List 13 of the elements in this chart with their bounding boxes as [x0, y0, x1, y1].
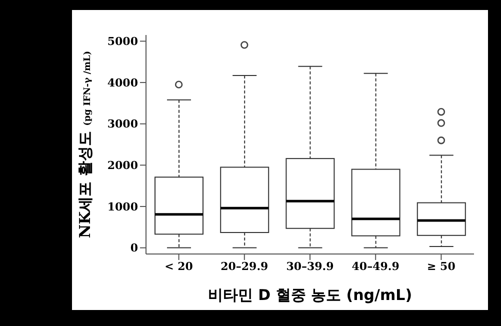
- y-tick-label: 5000: [107, 35, 138, 48]
- x-tick-label: 30–39.9: [286, 260, 334, 273]
- y-axis-title: NK세포 활성도 (pg IFN-γ /mL): [76, 50, 94, 238]
- x-tick-label: ≥ 50: [427, 260, 456, 273]
- x-tick-label: 40–49.9: [352, 260, 400, 273]
- x-axis-title: 비타민 D 혈중 농도 (ng/mL): [208, 286, 412, 304]
- y-tick-label: 0: [130, 242, 138, 255]
- y-tick-label: 3000: [107, 118, 138, 131]
- x-tick-label: 20–29.9: [220, 260, 268, 273]
- y-tick-label: 1000: [107, 200, 138, 214]
- x-tick-label: < 20: [164, 260, 194, 273]
- y-tick-label: 4000: [107, 76, 138, 90]
- y-tick-label: 2000: [107, 159, 138, 172]
